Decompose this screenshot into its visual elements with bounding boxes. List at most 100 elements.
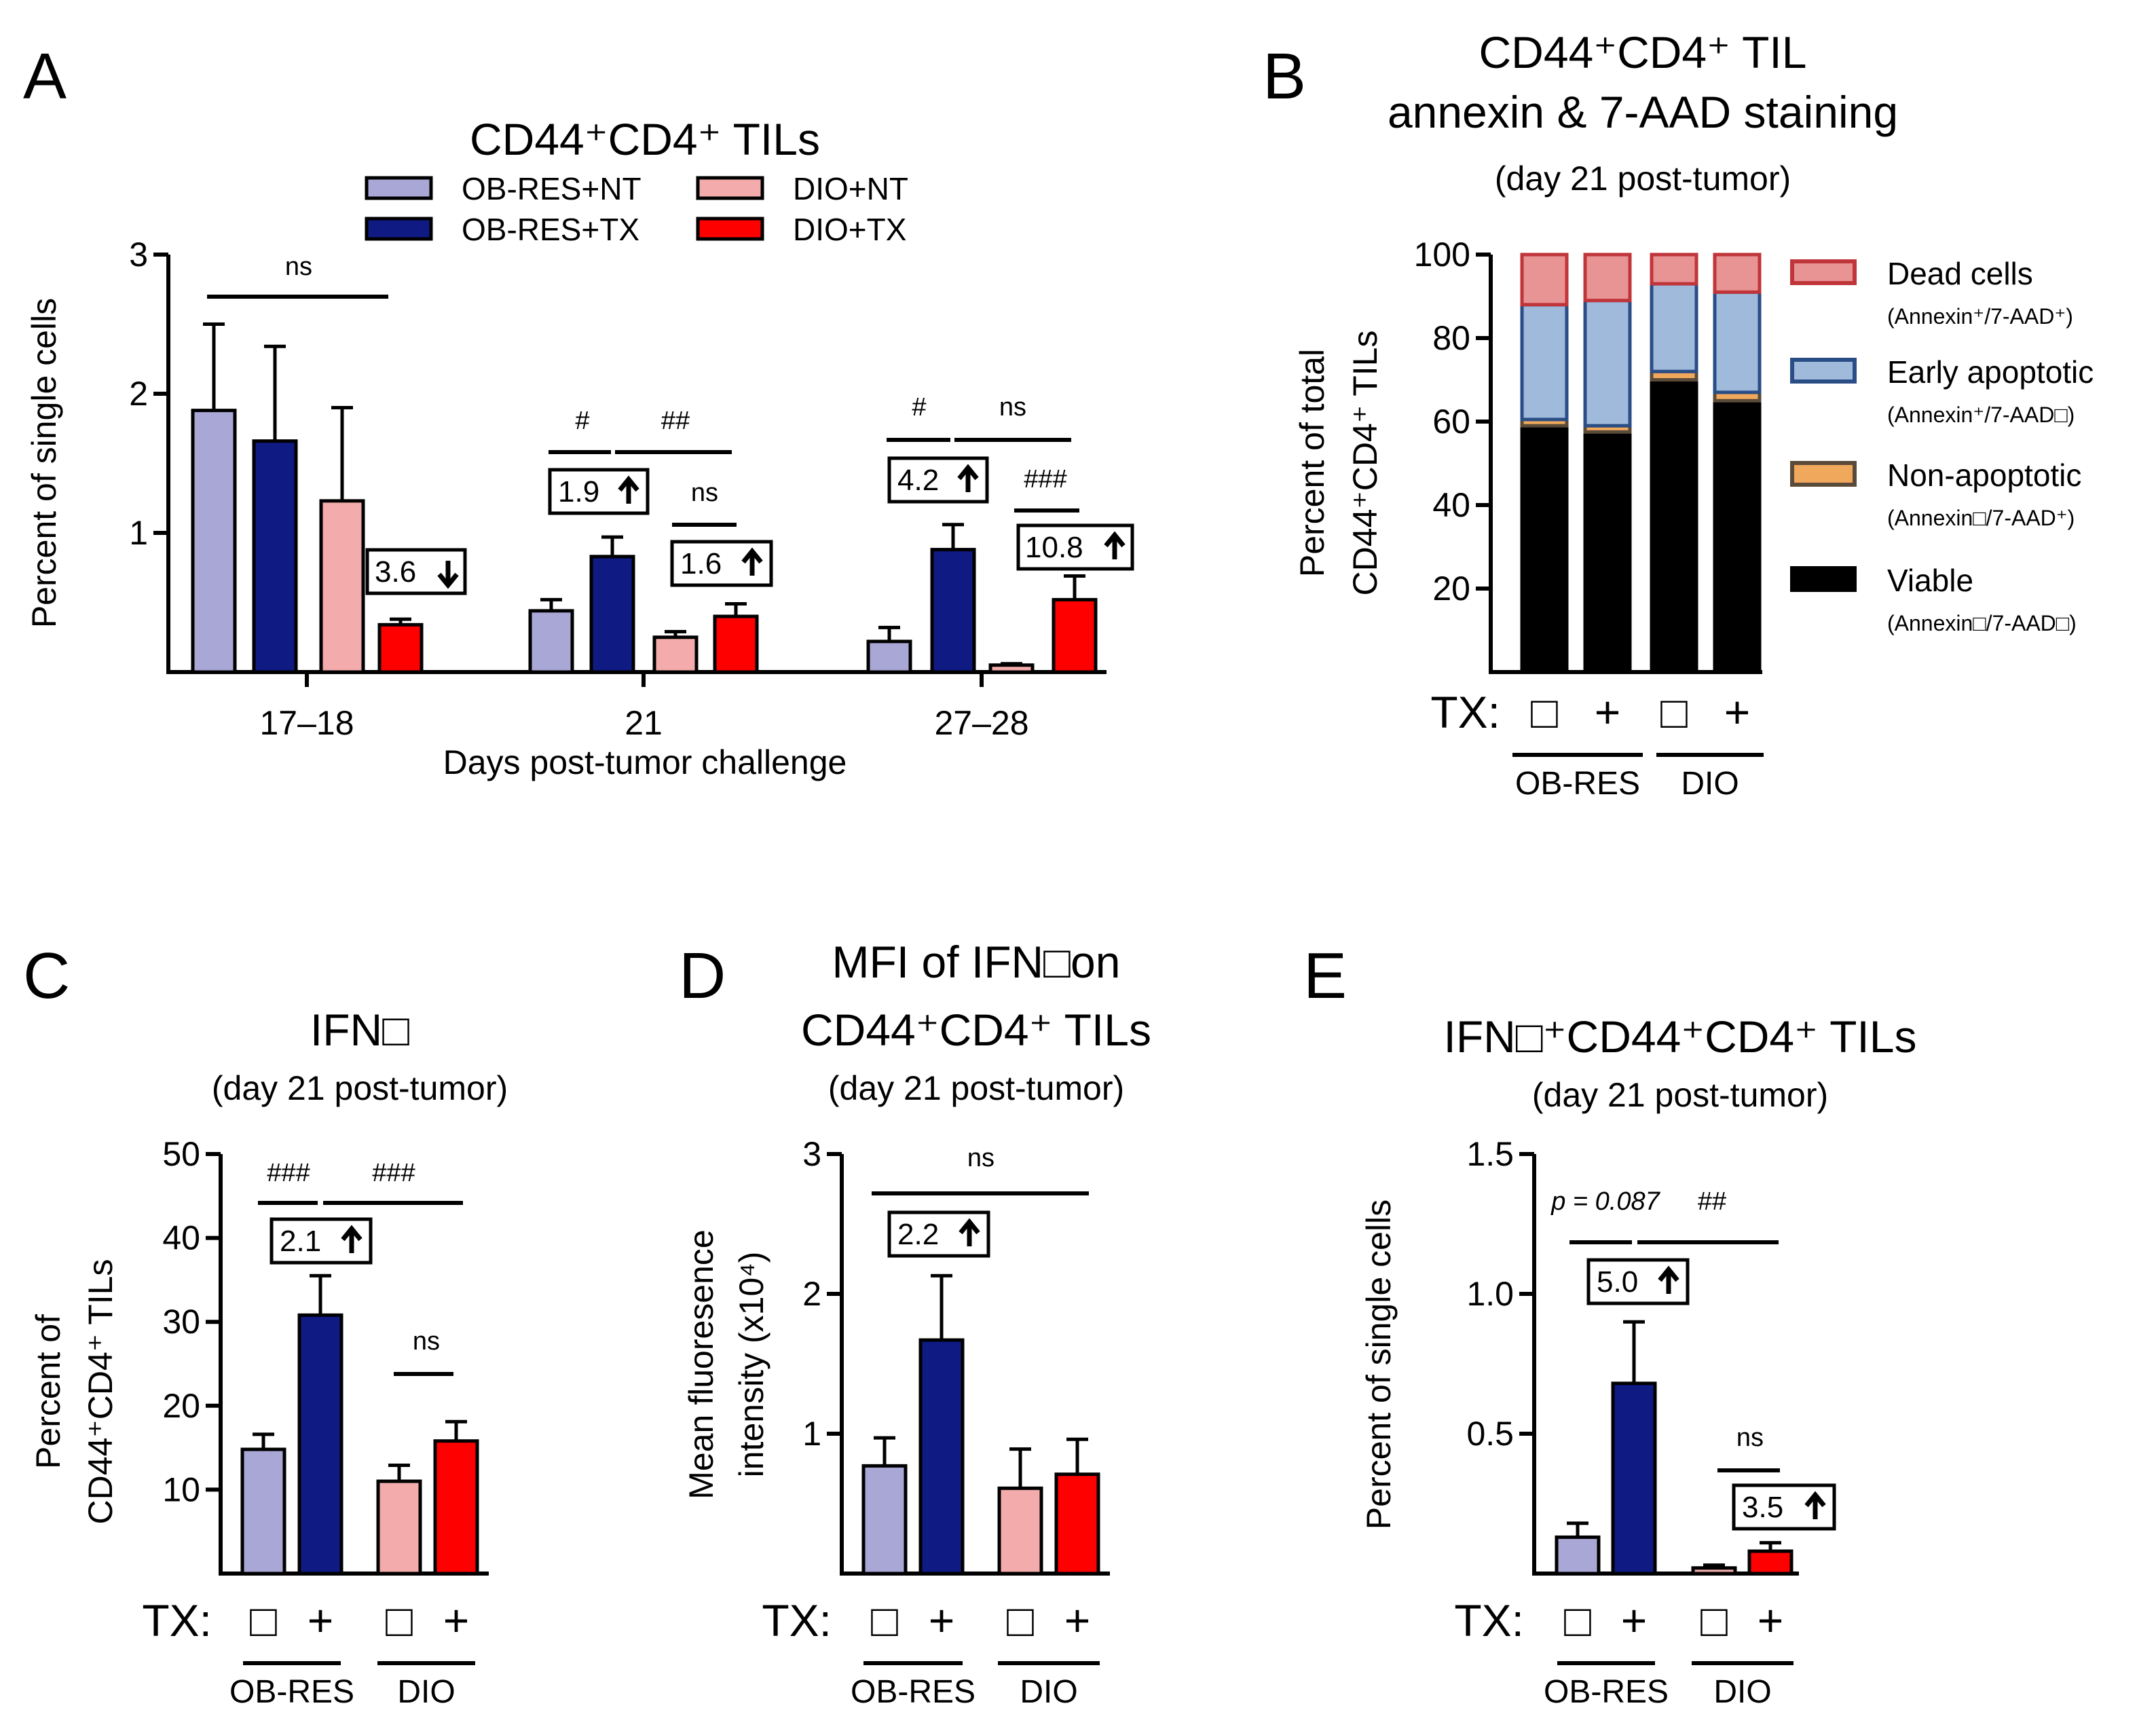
panel-d-title: MFI of IFN□on: [832, 937, 1121, 987]
sig-label: #: [575, 407, 589, 435]
tx-minus: □: [1531, 687, 1558, 737]
bar: [866, 639, 912, 674]
bar: [1555, 1535, 1601, 1576]
panel-a-legend: OB-RES+NT DIO+NT OB-RES+TX DIO+TX: [365, 171, 908, 247]
panel-b-y-ticks: 20 40 60 80 100: [1414, 236, 1491, 608]
tx-plus: +: [1595, 687, 1621, 737]
fold-box: [1586, 1258, 1690, 1305]
tx-label: TX:: [1430, 687, 1500, 737]
y-tick-label: 2: [802, 1275, 821, 1313]
sig-label: ns: [413, 1327, 440, 1356]
stack-early-apoptotic: [1650, 282, 1698, 373]
panel-b-legend: Dead cells (Annexin⁺/7-AAD⁺) Early apoptot…: [1790, 256, 2094, 635]
panel-e-treatment-axis: TX: □ + □ + OB-RES DIO: [1454, 1595, 1793, 1710]
bar: [252, 439, 298, 674]
sig-label: ns: [691, 479, 718, 507]
y-tick-label: 100: [1414, 236, 1470, 274]
tx-plus: +: [1621, 1595, 1648, 1646]
arrow-up-icon: [957, 464, 979, 492]
bar: [1052, 597, 1098, 674]
bar: [918, 1338, 965, 1576]
panel-c-title: IFN□: [310, 1005, 409, 1055]
tx-minus: □: [871, 1595, 898, 1646]
y-tick-label: 3: [129, 236, 148, 274]
sig-label: ##: [661, 407, 690, 435]
sig-label: ns: [285, 253, 312, 281]
legend-swatch: [1790, 461, 1857, 487]
bar: [1054, 1472, 1100, 1576]
arrow-up-icon: [618, 475, 639, 504]
stack-viable: [1520, 424, 1569, 674]
panel-b-title-line2: annexin & 7-AAD staining: [1388, 87, 1898, 137]
bar: [1691, 1566, 1737, 1576]
panel-e-y-label: Percent of single cells: [1360, 1200, 1398, 1529]
group-label-ob-res: OB-RES: [851, 1674, 975, 1710]
legend-swatch: [1790, 358, 1857, 384]
sig-label: ###: [372, 1159, 415, 1187]
bar: [997, 1486, 1043, 1576]
group-label-dio: DIO: [1020, 1674, 1077, 1710]
arrow-up-icon: [1804, 1491, 1826, 1519]
panel-a-x-label: Days post-tumor challenge: [443, 743, 847, 781]
arrow-up-icon: [959, 1218, 980, 1246]
group-label-dio: DIO: [397, 1674, 455, 1710]
legend-label: DIO+NT: [793, 171, 908, 206]
panel-a-y-label: Percent of single cells: [25, 298, 63, 628]
panel-c-y-label: Percent of: [29, 1314, 67, 1469]
group-label-dio: DIO: [1681, 766, 1739, 802]
legend-swatch: [365, 217, 433, 241]
tx-plus: +: [443, 1595, 470, 1646]
y-tick-label: 1.0: [1466, 1275, 1514, 1313]
panel-c-subtitle: (day 21 post-tumor): [212, 1069, 508, 1107]
y-tick-label: 20: [162, 1387, 200, 1425]
panel-c-annotations: ### ### 2.1 ns: [258, 1159, 463, 1376]
group-label-ob-res: OB-RES: [229, 1674, 354, 1710]
arrow-up-icon: [741, 547, 763, 576]
panel-d-treatment-axis: TX: □ + □ + OB-RES DIO: [762, 1595, 1100, 1710]
y-tick-label: 40: [162, 1219, 200, 1257]
panel-d-bars: [861, 1274, 1100, 1576]
panel-label-e: E: [1303, 940, 1347, 1012]
bar: [191, 409, 237, 674]
bar: [861, 1464, 908, 1576]
panel-d-title-line2: CD44⁺CD4⁺ TILs: [801, 1005, 1151, 1055]
y-tick-label: 30: [162, 1303, 200, 1341]
panel-label-c: C: [23, 940, 70, 1012]
panel-label-b: B: [1263, 40, 1306, 113]
panel-a-x-ticks: 17–18 21 27–28: [259, 672, 1029, 742]
panel-e-title: IFN□⁺CD44⁺CD4⁺ TILs: [1444, 1011, 1917, 1062]
bar: [988, 663, 1035, 674]
fold-box: [1016, 523, 1134, 571]
x-tick-label: 21: [625, 704, 663, 742]
tx-plus: +: [1758, 1595, 1784, 1646]
panel-a-chart: CD44⁺CD4⁺ TILs OB-RES+NT DIO+NT OB-RES+TX D…: [25, 114, 1134, 781]
panel-b-chart: CD44⁺CD4⁺ TIL annexin & 7-AAD staining (…: [1293, 27, 2094, 802]
fold-value: 5.0: [1597, 1265, 1638, 1299]
panel-d-annotations: ns 2.2: [872, 1144, 1089, 1258]
group-label-ob-res: OB-RES: [1515, 766, 1640, 802]
legend-sublabel: (Annexin⁺/7-AAD⁺): [1887, 304, 2073, 329]
stack-viable: [1713, 398, 1762, 674]
panel-label-a: A: [23, 40, 67, 113]
sig-label: ns: [967, 1144, 995, 1172]
bar: [433, 1439, 479, 1576]
sig-label: ###: [267, 1159, 310, 1187]
panel-c-bars: [240, 1274, 479, 1576]
legend-sublabel: (Annexin⁺/7-AAD□): [1887, 403, 2075, 427]
panel-e-annotations: p = 0.087 ## 5.0 ns 3.5: [1550, 1187, 1836, 1531]
panel-c-y-ticks: 10 20 30 40 50: [162, 1135, 221, 1508]
legend-label: Non-apoptotic: [1887, 458, 2081, 493]
bar: [1747, 1549, 1793, 1576]
tx-plus: +: [308, 1595, 334, 1646]
fold-box: [670, 540, 773, 587]
bar: [528, 609, 574, 674]
legend-sublabel: (Annexin□/7-AAD⁺): [1887, 506, 2075, 530]
panel-a-annotations: ns 3.6 # ## 1.9 ns 1.6 # ns 4.2 ###: [207, 253, 1134, 595]
panel-d-y-label-line2: intensity (x10⁴): [732, 1252, 770, 1478]
stack-dead: [1583, 253, 1632, 303]
legend-swatch: [1790, 566, 1857, 592]
fold-value: 1.9: [558, 475, 599, 508]
panel-b-title: CD44⁺CD4⁺ TIL: [1479, 27, 1807, 77]
panel-a-y-ticks: 1 2 3: [129, 236, 168, 552]
legend-label: Viable: [1887, 563, 1973, 598]
